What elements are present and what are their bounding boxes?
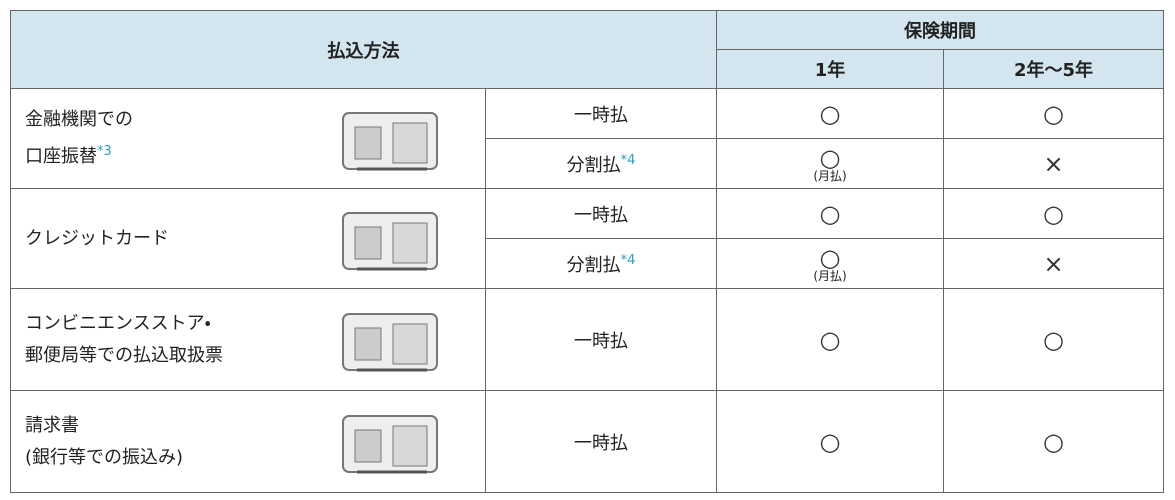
header-period: 保険期間 (716, 10, 1164, 50)
method-text: 郵便局等での払込取扱票 (25, 344, 223, 366)
row: 分割払*4 ○ (月払) × (11, 138, 1164, 189)
method-line: 口座振替*3 (25, 136, 485, 173)
row: 分割払*4 ○ (月払) × (11, 238, 1164, 289)
year1-cell: ○ (716, 88, 944, 139)
method-text: コンビニエンスストア・ (25, 312, 211, 334)
row: クレジットカード 一時払 ○ ○ (10, 188, 1164, 289)
payment-type: 分割払*4 (485, 138, 717, 189)
illustration (342, 414, 438, 473)
year2-5-cell: ○ (943, 188, 1164, 239)
year2-5-mark: × (1043, 249, 1064, 278)
year2-5-mark: ○ (1043, 199, 1064, 228)
method-line: コンビニエンスストア・ (25, 308, 485, 340)
method-text: 金融機関での (25, 109, 133, 130)
year1-cell: ○ (716, 390, 944, 493)
row: 金融機関での 口座振替*3 一時払 ○ ○ (10, 88, 1164, 189)
year2-5-mark: × (1043, 149, 1064, 178)
type-text: 一時払 (574, 204, 628, 226)
illustration (342, 211, 438, 270)
header-year2-5: 2年〜5年 (943, 49, 1164, 89)
header-method: 払込方法 (10, 10, 717, 89)
illustration (342, 312, 438, 371)
illustration (342, 111, 438, 170)
type-text: 分割払 (566, 254, 621, 276)
payment-type: 一時払 (485, 188, 717, 239)
footnote: *3 (97, 144, 112, 159)
year1-cell: ○ (716, 188, 944, 239)
year1-mark: ○ (819, 325, 841, 354)
payment-type: 分割払*4 (485, 238, 717, 289)
year2-5-mark: ○ (1043, 325, 1064, 354)
payment-table: 払込方法 保険期間 1年 2年〜5年 金融機関での 口座振替*3 一時払 ○ ○ 分割払*… (10, 10, 1164, 493)
method-line: クレジットカード (25, 223, 485, 255)
type-text: 分割払 (566, 154, 621, 176)
year1-mark: ○ (819, 199, 841, 228)
method-cell: クレジットカード (10, 188, 486, 289)
year2-5-mark: ○ (1043, 99, 1064, 128)
method-text: (銀行等での振込み) (25, 446, 184, 468)
method-line: (銀行等での振込み) (25, 442, 485, 474)
method-line: 金融機関での (25, 104, 485, 136)
method-cell: 金融機関での 口座振替*3 (10, 88, 486, 189)
method-cell: 請求書 (銀行等での振込み) (10, 390, 486, 493)
year2-5-mark: ○ (1043, 427, 1064, 456)
method-cell: コンビニエンスストア・ 郵便局等での払込取扱票 (10, 288, 486, 391)
year1-mark: ○ (819, 99, 841, 128)
row: 請求書 (銀行等での振込み) 一時払 ○ ○ (10, 390, 1164, 493)
year1-cell: ○ (月払) (716, 238, 944, 289)
year2-5-cell: ○ (943, 288, 1164, 391)
method-text: 請求書 (25, 414, 79, 436)
year1-cell: ○ (月払) (716, 138, 944, 189)
year1-note: (月払) (813, 268, 847, 283)
type-text: 一時払 (574, 104, 628, 126)
method-text: クレジットカード (25, 227, 169, 249)
header-year1: 1年 (716, 49, 944, 89)
year1-note: (月払) (813, 168, 847, 183)
year1-mark: ○ (819, 427, 841, 456)
payment-type: 一時払 (485, 288, 717, 391)
footnote: *4 (620, 152, 636, 168)
row: コンビニエンスストア・ 郵便局等での払込取扱票 一時払 ○ ○ (10, 288, 1164, 391)
year1-mark: ○ (819, 243, 841, 272)
method-line: 郵便局等での払込取扱票 (25, 340, 485, 372)
footnote: *4 (620, 252, 636, 268)
year2-5-cell: × (943, 238, 1164, 289)
type-text: 一時払 (574, 432, 628, 454)
payment-type: 一時払 (485, 88, 717, 139)
type-text: 一時払 (574, 330, 628, 352)
year2-5-cell: ○ (943, 88, 1164, 139)
method-line: 請求書 (25, 410, 485, 442)
year1-mark: ○ (819, 143, 841, 172)
year2-5-cell: × (943, 138, 1164, 189)
year1-cell: ○ (716, 288, 944, 391)
year2-5-cell: ○ (943, 390, 1164, 493)
payment-type: 一時払 (485, 390, 717, 493)
method-text: 口座振替 (25, 146, 97, 167)
